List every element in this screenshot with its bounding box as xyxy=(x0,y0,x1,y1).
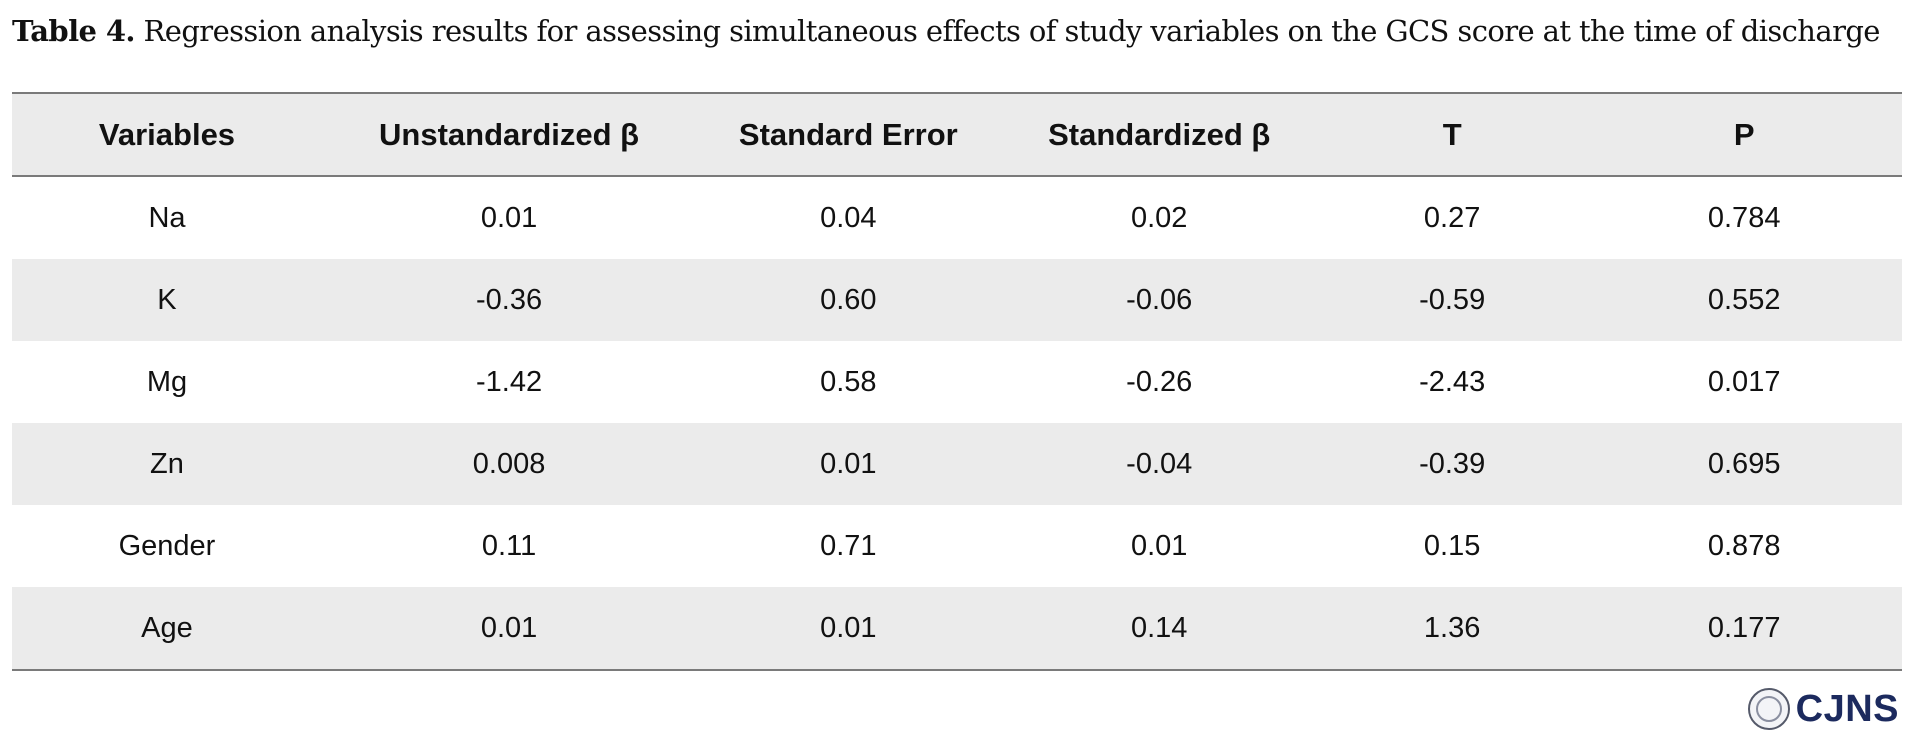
cell-p: 0.878 xyxy=(1707,529,1781,562)
caption-text: Regression analysis results for assessin… xyxy=(143,14,1881,48)
cell-variable: Mg xyxy=(146,365,188,398)
table-row: K -0.36 0.60 -0.06 -0.59 0.552 xyxy=(12,259,1902,341)
cell-unstandardized-beta: 0.008 xyxy=(472,447,546,480)
cell-standardized-beta: 0.14 xyxy=(1130,611,1188,644)
table-row: Na 0.01 0.04 0.02 0.27 0.784 xyxy=(12,176,1902,259)
regression-table-container: Variables Unstandardized β Standard Erro… xyxy=(12,92,1902,671)
table-body: Na 0.01 0.04 0.02 0.27 0.784 K -0.36 0.6… xyxy=(12,176,1902,670)
header-unstandardized-beta: Unstandardized β xyxy=(379,116,640,152)
header-p: P xyxy=(1733,116,1755,152)
caption-label: Table 4. xyxy=(12,14,136,48)
cell-standard-error: 0.04 xyxy=(820,201,877,234)
cell-variable: Zn xyxy=(150,447,184,480)
header-row: Variables Unstandardized β Standard Erro… xyxy=(12,93,1902,176)
table-row: Gender 0.11 0.71 0.01 0.15 0.878 xyxy=(12,505,1902,587)
cell-variable: Age xyxy=(141,611,193,644)
cell-unstandardized-beta: 0.01 xyxy=(480,201,538,234)
cell-standardized-beta: -0.06 xyxy=(1126,283,1193,316)
cell-standardized-beta: -0.04 xyxy=(1126,447,1193,480)
cell-standard-error: 0.01 xyxy=(820,611,877,644)
cell-p: 0.695 xyxy=(1707,447,1781,480)
cell-variable: Gender xyxy=(118,529,216,562)
cell-p: 0.552 xyxy=(1707,283,1781,316)
cell-t: 0.27 xyxy=(1423,201,1481,234)
cell-t: -0.59 xyxy=(1419,283,1486,316)
table-row: Age 0.01 0.01 0.14 1.36 0.177 xyxy=(12,587,1902,670)
cell-standardized-beta: 0.01 xyxy=(1130,529,1188,562)
table-row: Mg -1.42 0.58 -0.26 -2.43 0.017 xyxy=(12,341,1902,423)
cell-t: 0.15 xyxy=(1423,529,1481,562)
cell-standard-error: 0.71 xyxy=(820,529,877,562)
cell-standard-error: 0.60 xyxy=(820,283,877,316)
cell-variable: K xyxy=(157,283,177,316)
cell-unstandardized-beta: 0.01 xyxy=(480,611,538,644)
cell-standard-error: 0.58 xyxy=(820,365,877,398)
cell-standardized-beta: 0.02 xyxy=(1130,201,1188,234)
table-row: Zn 0.008 0.01 -0.04 -0.39 0.695 xyxy=(12,423,1902,505)
cell-standard-error: 0.01 xyxy=(820,447,877,480)
cell-t: -2.43 xyxy=(1419,365,1486,398)
cell-standardized-beta: -0.26 xyxy=(1126,365,1193,398)
cell-t: 1.36 xyxy=(1423,611,1481,644)
cell-p: 0.177 xyxy=(1707,611,1781,644)
cell-unstandardized-beta: -1.42 xyxy=(476,365,543,398)
header-standard-error: Standard Error xyxy=(738,116,958,152)
journal-logo: CJNS xyxy=(1747,684,1899,734)
cell-unstandardized-beta: -0.36 xyxy=(476,283,543,316)
cell-t: -0.39 xyxy=(1419,447,1486,480)
logo-text: CJNS xyxy=(1795,687,1899,730)
regression-table: Variables Unstandardized β Standard Erro… xyxy=(12,92,1902,671)
table-header: Variables Unstandardized β Standard Erro… xyxy=(12,93,1902,176)
header-standardized-beta: Standardized β xyxy=(1048,116,1271,152)
cell-p: 0.017 xyxy=(1707,365,1781,398)
journal-seal-icon xyxy=(1747,688,1790,730)
table-caption: Table 4. Regression analysis results for… xyxy=(12,14,1880,48)
header-t: T xyxy=(1442,116,1462,152)
cell-variable: Na xyxy=(148,201,186,234)
cell-p: 0.784 xyxy=(1707,201,1781,234)
header-variables: Variables xyxy=(98,116,236,152)
cell-unstandardized-beta: 0.11 xyxy=(481,529,537,562)
